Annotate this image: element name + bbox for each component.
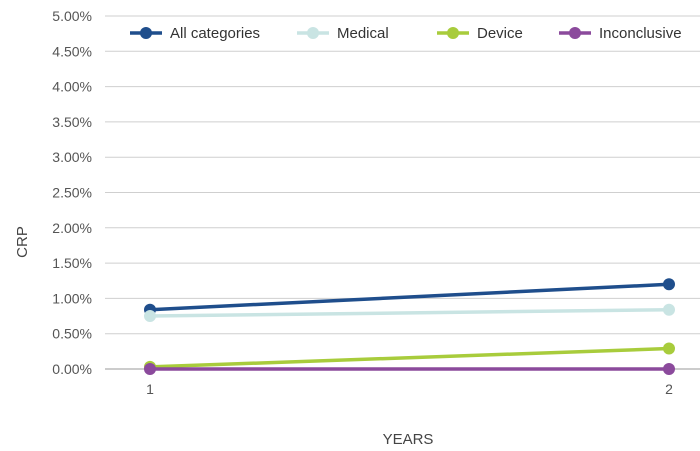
y-tick-label: 0.50% xyxy=(52,326,92,342)
data-point xyxy=(144,310,156,323)
series-line xyxy=(149,346,670,369)
data-point xyxy=(663,278,675,291)
y-axis-title: CRP xyxy=(14,226,31,258)
y-tick-label: 3.50% xyxy=(52,114,92,130)
y-tick-label: 5.00% xyxy=(52,8,92,24)
series-lines xyxy=(144,278,675,375)
y-tick-label: 0.00% xyxy=(52,361,92,377)
legend-label: All categories xyxy=(170,25,260,42)
data-point xyxy=(663,303,675,316)
data-point xyxy=(663,363,675,375)
y-tick-label: 2.50% xyxy=(52,185,92,201)
y-axis-ticks: 0.00% 0.50% 1.00% 1.50% 2.00% 2.50% 3.00% 3.50%… xyxy=(52,8,92,377)
series-line xyxy=(149,307,670,318)
legend-swatch-marker xyxy=(140,27,152,39)
legend-label: Inconclusive xyxy=(599,25,682,42)
x-tick-label: 2 xyxy=(665,381,673,397)
legend-swatch-marker xyxy=(447,27,459,39)
legend-label: Device xyxy=(477,25,523,42)
legend-swatch-marker xyxy=(307,27,319,39)
x-tick-label: 1 xyxy=(146,381,154,397)
x-axis-title: YEARS xyxy=(383,431,434,448)
y-tick-label: 4.50% xyxy=(52,43,92,59)
y-tick-label: 2.00% xyxy=(52,220,92,236)
data-point xyxy=(663,342,675,355)
legend-label: Medical xyxy=(337,25,389,42)
y-tick-label: 3.00% xyxy=(52,149,92,165)
series-line xyxy=(149,282,670,312)
y-tick-label: 4.00% xyxy=(52,79,92,95)
legend-swatch-marker xyxy=(569,27,581,39)
gridlines xyxy=(105,15,700,370)
legend: All categories Medical Device Inconclusive xyxy=(130,25,682,42)
data-point xyxy=(144,363,156,375)
y-tick-label: 1.00% xyxy=(52,290,92,306)
y-tick-label: 1.50% xyxy=(52,255,92,271)
